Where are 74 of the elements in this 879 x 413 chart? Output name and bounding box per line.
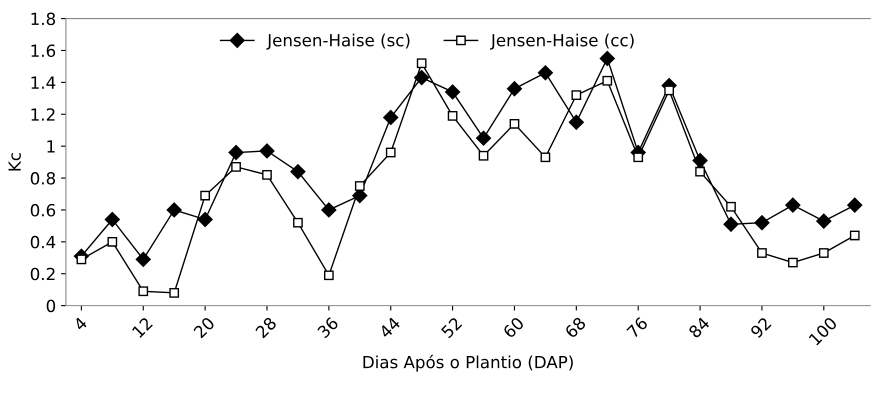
point [506,81,522,96]
point [293,218,303,228]
point [847,198,862,213]
point [76,254,86,264]
point [850,230,860,240]
x-tick-label: 4 [72,316,88,332]
point [538,65,553,80]
x-axis-title: Dias Após o Plantio (DAP) [363,354,573,372]
point [602,76,612,86]
x-tick-label: 28 [254,316,278,339]
y-tick-label: 0.6 [30,204,56,217]
point [166,202,182,218]
point [136,252,151,267]
point [445,84,460,100]
point [571,90,582,100]
point [321,202,336,218]
point [200,190,210,200]
point [416,58,427,68]
legend-label: Jensen-Haise (cc) [490,34,634,50]
x-tick-label: 100 [808,316,838,346]
point [476,130,492,146]
point [757,248,767,258]
y-tick-label: 0.2 [30,268,55,280]
y-tick-label: 1.6 [32,44,56,58]
point [568,114,584,130]
y-tick-label: 0.4 [30,236,56,248]
y-tick-label: 1.8 [32,12,56,26]
point [726,202,736,212]
point [414,70,430,86]
point [633,152,644,162]
point [138,286,148,296]
x-tick-label: 12 [132,316,153,338]
y-tick-label: 0.8 [30,172,56,185]
point [695,166,705,177]
point [816,214,832,229]
y-tick-label: 1.2 [32,108,55,121]
x-tick-label: 84 [688,316,710,339]
y-axis-title: Kc [8,153,21,171]
point [754,215,770,230]
point [290,164,306,180]
point [510,118,520,129]
point [785,198,800,213]
point [600,50,615,66]
point [324,270,334,280]
x-tick-label: 44 [378,316,401,339]
point [104,212,120,228]
point [262,170,272,180]
point [386,148,396,158]
point [231,162,241,172]
x-tick-label: 60 [502,316,525,339]
point [383,110,398,126]
point [259,143,275,159]
x-tick-label: 36 [316,316,340,339]
y-tick-label: 0 [46,300,56,312]
point [788,258,798,268]
x-tick-label: 52 [440,316,462,339]
y-tick-label: 1 [47,140,55,152]
x-tick-label: 20 [193,316,216,339]
point [723,216,739,232]
point [354,181,365,191]
point [540,152,550,162]
legend-label: Jensen-Haise (sc) [266,34,410,50]
point [818,248,829,258]
x-tick-label: 76 [626,316,648,338]
point [107,236,118,247]
point [228,144,244,160]
point [448,110,458,121]
point [664,85,674,96]
point [169,288,180,298]
point [478,150,488,161]
x-tick-label: 92 [750,316,772,339]
point [198,212,213,228]
y-tick-label: 1.4 [32,76,56,89]
x-tick-label: 68 [564,316,586,339]
